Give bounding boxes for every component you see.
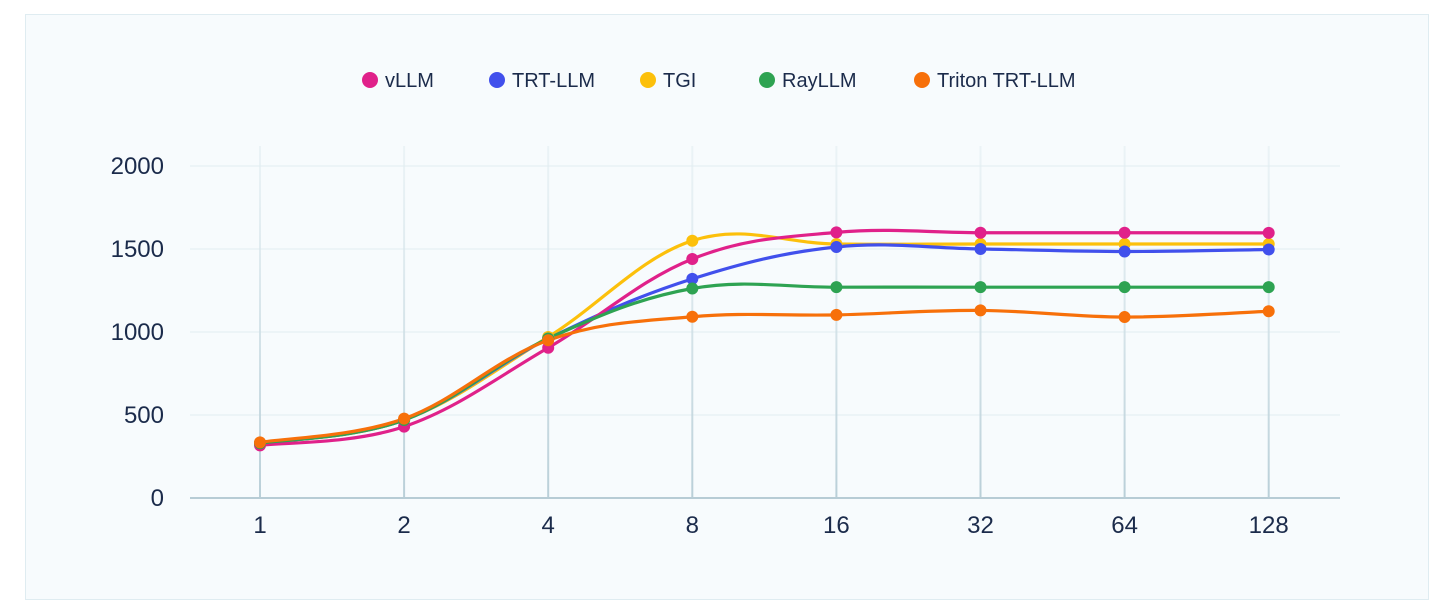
axis-layer: 0 500 1000 1500 2000 1 2 4 8 16 32 64 128 — [111, 153, 1340, 539]
data-point-rayllm — [974, 281, 987, 294]
legend-label: RayLLM — [782, 70, 856, 92]
legend-item-tgi[interactable]: TGI — [640, 70, 696, 92]
y-tick-label: 2000 — [111, 153, 164, 180]
y-tick-label: 500 — [124, 402, 164, 429]
x-tick-label: 32 — [967, 512, 994, 539]
x-tick-label: 128 — [1249, 512, 1289, 539]
series-line-rayllm — [258, 282, 1271, 445]
legend-swatch — [362, 72, 378, 88]
y-tick-label: 1000 — [111, 319, 164, 346]
x-tick-label: 2 — [397, 512, 410, 539]
data-point-triton-trt-llm — [398, 412, 411, 425]
points-layer — [254, 226, 1275, 452]
x-gridline — [259, 146, 261, 498]
data-point-trt-llm — [974, 243, 987, 255]
x-gridline — [547, 146, 550, 498]
data-point-triton-trt-llm — [974, 304, 987, 317]
data-point-vllm — [830, 226, 843, 239]
legend-item-triton-trt-llm[interactable]: Triton TRT-LLM — [914, 70, 1076, 92]
data-point-vllm — [974, 226, 987, 239]
x-tick-label: 4 — [542, 512, 555, 539]
data-point-vllm — [1262, 226, 1275, 239]
x-tick-label: 16 — [823, 512, 850, 539]
x-tick-label: 1 — [253, 512, 266, 539]
legend-swatch — [489, 72, 505, 88]
data-point-rayllm — [1118, 281, 1131, 294]
y-tick-label: 0 — [151, 485, 164, 512]
series-line-tgi — [258, 232, 1271, 445]
data-point-vllm — [1118, 226, 1131, 239]
data-point-triton-trt-llm — [686, 310, 699, 323]
data-point-trt-llm — [686, 272, 699, 285]
x-gridline — [979, 146, 982, 498]
data-point-rayllm — [686, 282, 699, 295]
legend-item-trt-llm[interactable]: TRT-LLM — [489, 70, 595, 92]
series-line-vllm — [258, 228, 1271, 447]
legend: vLLM TRT-LLM TGI RayLLM Triton TRT-LLM — [362, 70, 1076, 92]
x-gridline — [835, 146, 838, 498]
legend-label: TGI — [663, 70, 696, 92]
legend-item-vllm[interactable]: vLLM — [362, 70, 434, 92]
grid-layer — [190, 146, 1340, 498]
data-point-triton-trt-llm — [1118, 311, 1131, 324]
data-point-triton-trt-llm — [1262, 305, 1275, 318]
series-line-trt-llm — [258, 243, 1271, 445]
legend-swatch — [640, 72, 656, 88]
legend-swatch — [914, 72, 930, 88]
lines-layer — [258, 228, 1271, 447]
data-point-trt-llm — [830, 241, 843, 254]
legend-label: TRT-LLM — [512, 70, 595, 92]
x-tick-label: 8 — [686, 512, 699, 539]
data-point-tgi — [686, 234, 699, 247]
data-point-trt-llm — [1118, 245, 1131, 258]
x-tick-label: 64 — [1111, 512, 1138, 539]
series-line-triton-trt-llm — [258, 308, 1271, 444]
data-point-trt-llm — [1262, 243, 1275, 256]
data-point-triton-trt-llm — [542, 334, 555, 347]
data-point-rayllm — [830, 281, 843, 294]
x-gridline — [403, 146, 406, 498]
data-point-rayllm — [1262, 281, 1275, 294]
legend-swatch — [759, 72, 775, 88]
x-gridline — [1267, 146, 1270, 498]
legend-item-rayllm[interactable]: RayLLM — [759, 70, 856, 92]
legend-label: Triton TRT-LLM — [937, 70, 1076, 92]
y-tick-label: 1500 — [111, 236, 164, 263]
data-point-triton-trt-llm — [254, 436, 266, 449]
data-point-vllm — [686, 252, 699, 265]
data-point-triton-trt-llm — [830, 308, 843, 321]
legend-label: vLLM — [385, 70, 434, 92]
